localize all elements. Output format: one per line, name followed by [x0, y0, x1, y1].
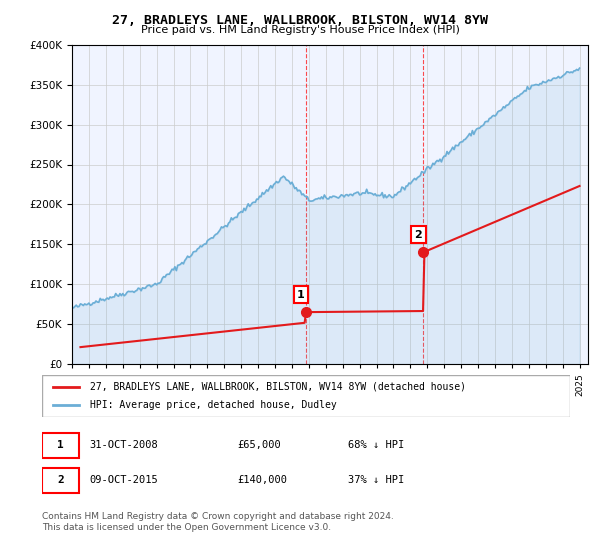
Text: 09-OCT-2015: 09-OCT-2015 [89, 475, 158, 486]
Text: 27, BRADLEYS LANE, WALLBROOK, BILSTON, WV14 8YW: 27, BRADLEYS LANE, WALLBROOK, BILSTON, W… [112, 14, 488, 27]
FancyBboxPatch shape [42, 433, 79, 458]
Text: 37% ↓ HPI: 37% ↓ HPI [348, 475, 404, 486]
Text: 27, BRADLEYS LANE, WALLBROOK, BILSTON, WV14 8YW (detached house): 27, BRADLEYS LANE, WALLBROOK, BILSTON, W… [89, 382, 466, 392]
Text: 1: 1 [57, 440, 64, 450]
Text: 31-OCT-2008: 31-OCT-2008 [89, 440, 158, 450]
Text: 2: 2 [57, 475, 64, 486]
Text: Contains HM Land Registry data © Crown copyright and database right 2024.
This d: Contains HM Land Registry data © Crown c… [42, 512, 394, 532]
Text: HPI: Average price, detached house, Dudley: HPI: Average price, detached house, Dudl… [89, 400, 336, 410]
FancyBboxPatch shape [42, 375, 570, 417]
Text: 2: 2 [415, 230, 422, 240]
Text: 1: 1 [297, 290, 305, 300]
Text: 68% ↓ HPI: 68% ↓ HPI [348, 440, 404, 450]
Text: £65,000: £65,000 [238, 440, 281, 450]
Text: Price paid vs. HM Land Registry's House Price Index (HPI): Price paid vs. HM Land Registry's House … [140, 25, 460, 35]
FancyBboxPatch shape [42, 468, 79, 493]
Text: £140,000: £140,000 [238, 475, 287, 486]
